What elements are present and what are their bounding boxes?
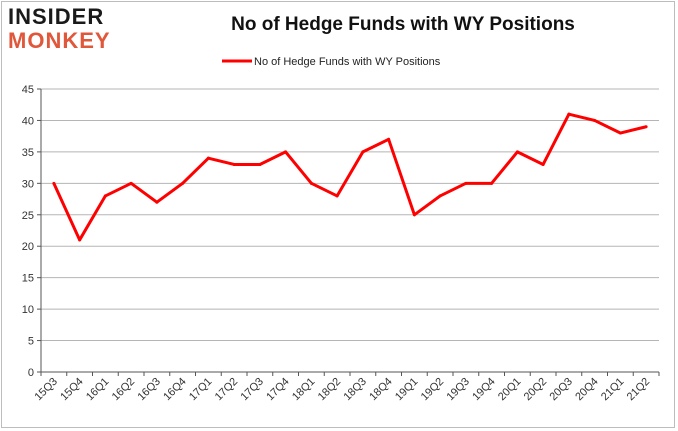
data-point [618, 131, 622, 135]
x-tick-label: 19Q2 [419, 376, 447, 404]
data-point [335, 194, 339, 198]
logo-line-2: MONKEY [8, 28, 111, 53]
series-layer [52, 112, 648, 242]
data-point [412, 213, 416, 217]
data-point [438, 194, 442, 198]
data-point [361, 150, 365, 154]
x-tick-label: 16Q2 [110, 376, 138, 404]
x-tick-label: 21Q1 [599, 376, 627, 404]
data-point [103, 194, 107, 198]
x-tick-label: 16Q3 [135, 376, 163, 404]
data-point [258, 162, 262, 166]
x-tick-label: 18Q4 [367, 376, 395, 404]
x-tick-label: 16Q1 [84, 376, 112, 404]
data-point [644, 125, 648, 129]
x-tick-label: 20Q1 [496, 376, 524, 404]
x-tick-label: 17Q4 [264, 376, 292, 404]
axes [40, 89, 659, 373]
x-tick-label: 19Q4 [470, 376, 498, 404]
x-tick-label: 15Q3 [32, 376, 60, 404]
y-tick-label: 40 [22, 115, 34, 127]
data-point [464, 181, 468, 185]
x-tick-label: 20Q4 [573, 376, 601, 404]
x-tick-label: 17Q2 [213, 376, 241, 404]
y-tick-label: 0 [28, 367, 34, 379]
data-point [284, 150, 288, 154]
x-tick-label: 21Q2 [625, 376, 653, 404]
data-point [515, 150, 519, 154]
logo-line-1: INSIDER [8, 4, 105, 29]
x-tick-label: 17Q1 [187, 376, 215, 404]
legend: No of Hedge Funds with WY Positions [222, 56, 441, 68]
x-tick-label: 19Q3 [444, 376, 472, 404]
y-tick-label: 10 [22, 304, 34, 316]
data-point [593, 118, 597, 122]
data-point [181, 181, 185, 185]
x-tick-label: 20Q3 [547, 376, 575, 404]
x-axis-ticks: 15Q315Q416Q116Q216Q316Q417Q117Q217Q317Q4… [32, 372, 660, 404]
data-point [541, 162, 545, 166]
y-tick-label: 30 [22, 178, 34, 190]
data-point [155, 200, 159, 204]
data-point [129, 181, 133, 185]
y-tick-label: 45 [22, 84, 34, 96]
series-line-0 [52, 112, 647, 242]
y-axis-ticks: 0 5 10 15 20 25 30 35 40 45 [22, 84, 41, 379]
data-point [52, 181, 56, 185]
chart-title: No of Hedge Funds with WY Positions [231, 14, 575, 35]
x-tick-label: 20Q2 [522, 376, 550, 404]
data-point [490, 181, 494, 185]
x-tick-label: 18Q2 [316, 376, 344, 404]
data-point [232, 162, 236, 166]
legend-label: No of Hedge Funds with WY Positions [254, 56, 441, 68]
y-tick-label: 5 [28, 336, 34, 348]
y-tick-label: 35 [22, 147, 34, 159]
x-tick-label: 16Q4 [161, 376, 189, 404]
data-point [309, 181, 313, 185]
y-tick-label: 25 [22, 210, 34, 222]
y-tick-label: 15 [22, 273, 34, 285]
gridlines [41, 88, 659, 373]
x-tick-label: 18Q1 [290, 376, 318, 404]
x-tick-label: 17Q3 [238, 376, 266, 404]
data-point [387, 137, 391, 141]
y-tick-label: 20 [22, 241, 34, 253]
x-tick-label: 18Q3 [341, 376, 369, 404]
x-tick-label: 19Q1 [393, 376, 421, 404]
x-tick-label: 15Q4 [58, 376, 86, 404]
insider-monkey-logo: INSIDER MONKEY [8, 6, 128, 52]
data-point [567, 112, 571, 116]
data-point [206, 156, 210, 160]
data-point [78, 238, 82, 242]
